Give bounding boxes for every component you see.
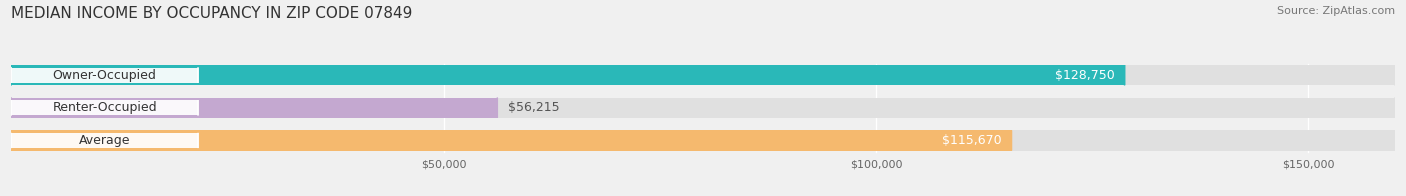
Bar xyxy=(11,68,198,83)
Bar xyxy=(11,130,1011,151)
Bar xyxy=(11,98,1395,118)
Bar xyxy=(11,98,498,118)
Text: Owner-Occupied: Owner-Occupied xyxy=(52,69,156,82)
Bar xyxy=(11,100,198,115)
Text: Average: Average xyxy=(79,134,131,147)
Bar xyxy=(11,130,1395,151)
Bar xyxy=(11,65,1125,85)
Text: $56,215: $56,215 xyxy=(509,101,560,114)
Text: $128,750: $128,750 xyxy=(1054,69,1115,82)
Text: Renter-Occupied: Renter-Occupied xyxy=(52,101,157,114)
Text: MEDIAN INCOME BY OCCUPANCY IN ZIP CODE 07849: MEDIAN INCOME BY OCCUPANCY IN ZIP CODE 0… xyxy=(11,6,412,21)
Text: Source: ZipAtlas.com: Source: ZipAtlas.com xyxy=(1277,6,1395,16)
Bar xyxy=(11,133,198,148)
Bar xyxy=(11,65,1395,85)
Text: $115,670: $115,670 xyxy=(942,134,1001,147)
